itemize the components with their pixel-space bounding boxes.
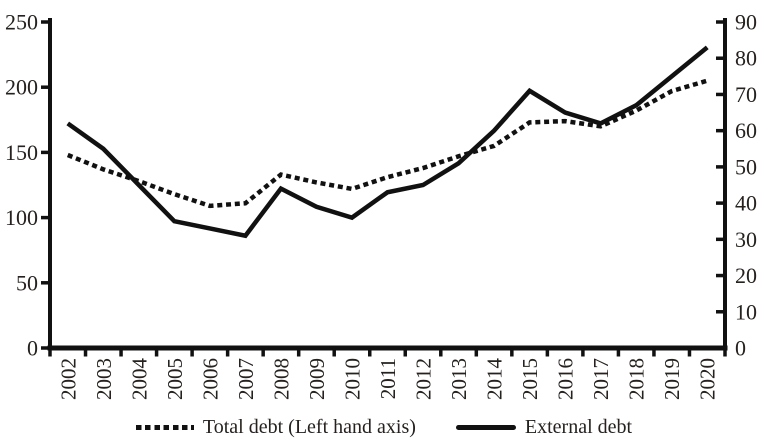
legend: Total debt (Left hand axis) External deb… [0,416,768,439]
x-axis-category-label: 2008 [269,358,293,400]
x-axis-category-label: 2016 [554,358,578,400]
right-axis-tick-label: 20 [735,263,757,288]
plot-area: 0 50 100 150 200 250 0 10 20 30 40 50 60 70 80 90 2002 20… [5,10,757,401]
left-axis-tick-label: 250 [5,10,38,35]
x-axis-category-label: 2011 [376,358,400,399]
x-axis-category-label: 2012 [412,358,436,400]
legend-item-total-debt: Total debt (Left hand axis) [135,416,416,439]
legend-label-total-debt: Total debt (Left hand axis) [202,416,416,438]
right-axis-tick-label: 40 [735,191,757,216]
left-axis-tick-label: 200 [5,75,38,100]
x-axis-category-label: 2002 [56,358,80,400]
x-axis-category-label: 2017 [589,358,613,400]
x-axis-category-label: 2009 [305,358,329,400]
legend-item-external-debt: External debt [455,416,633,439]
external-debt-line [66,45,709,239]
x-axis-category-label: 2005 [163,358,187,400]
left-axis-tick-label: 0 [27,336,38,361]
right-axis-tick-label: 80 [735,46,757,71]
total-debt-dotted-swatch [135,425,194,430]
x-axis-category-label: 2003 [92,358,116,400]
x-axis-category-label: 2007 [234,358,258,400]
right-axis-tick-label: 90 [735,10,757,35]
right-axis-tick-label: 70 [735,82,757,107]
x-axis-category-label: 2020 [696,358,720,400]
left-axis-tick-label: 50 [16,270,38,295]
external-debt-solid-swatch [455,424,516,431]
x-axis-category-label: 2006 [198,358,222,400]
right-axis-tick-label: 10 [735,299,757,324]
right-axis-tick-label: 30 [735,227,757,252]
left-axis-tick-label: 150 [5,140,38,165]
left-axis-tick-label: 100 [5,205,38,230]
x-axis-category-label: 2013 [447,358,471,400]
total-debt-line [66,78,708,209]
legend-label-external-debt: External debt [524,416,633,438]
x-axis-category-label: 2018 [625,358,649,400]
x-axis-category-label: 2019 [660,358,684,400]
x-axis-category-label: 2004 [127,358,151,401]
x-axis-category-label: 2014 [483,358,507,401]
x-axis-category-label: 2015 [518,358,542,400]
right-axis-tick-label: 50 [735,154,757,179]
x-axis-category-label: 2010 [340,358,364,400]
right-axis-tick-label: 0 [735,336,746,361]
right-axis-tick-label: 60 [735,118,757,143]
